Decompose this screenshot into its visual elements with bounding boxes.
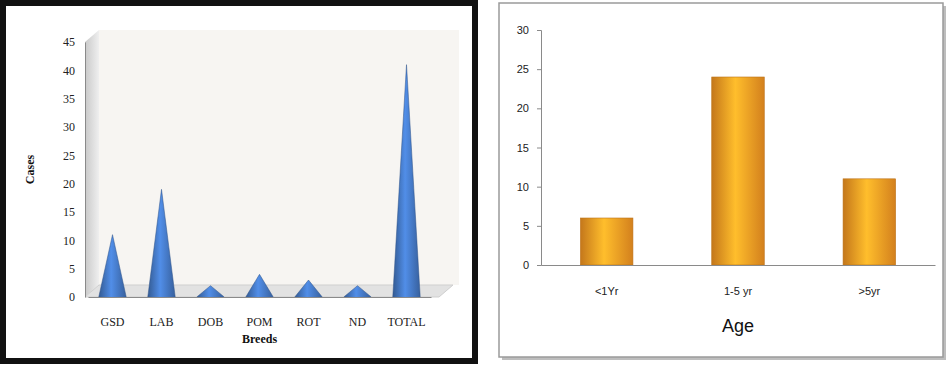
- y-tick-label: 25: [63, 149, 75, 163]
- right-panel-frame: [499, 3, 943, 357]
- y-tick-label: 0: [69, 290, 75, 304]
- cone: [393, 65, 420, 298]
- y-tick-label: 10: [63, 234, 75, 248]
- y-tick: 25: [63, 149, 85, 163]
- y-tick-label: 5: [523, 220, 529, 232]
- x-tick-label: >5yr: [858, 285, 880, 297]
- y-tick-label: 25: [517, 63, 529, 75]
- y-tick-label: 40: [63, 64, 75, 78]
- x-axis-title: Age: [722, 316, 754, 336]
- y-tick-mark: [537, 108, 541, 109]
- y-tick-mark: [537, 226, 541, 227]
- x-axis: <1Yr 1-5 yr >5yr: [542, 266, 936, 297]
- y-tick-label: 30: [63, 120, 75, 134]
- y-tick-label: 35: [63, 92, 75, 106]
- x-tick: LAB: [150, 315, 174, 329]
- x-tick-label: <1Yr: [595, 285, 619, 297]
- y-axis-line: [85, 43, 86, 298]
- y-tick-label: 15: [517, 142, 529, 154]
- y-tick: 10: [63, 234, 85, 248]
- y-tick-mark: [537, 187, 541, 188]
- y-tick-label: 20: [517, 102, 529, 114]
- x-tick-label: GSD: [100, 315, 124, 329]
- x-tick-label: DOB: [198, 315, 223, 329]
- y-axis: 0 5 10 15 20 25 30 35 40 45: [63, 35, 86, 304]
- chart-1: 0 5 10 15 20 25 30 <1Yr 1-5 yr >5yr Age: [517, 24, 936, 336]
- y-tick: 10: [517, 181, 541, 193]
- x-tick-label: POM: [246, 315, 272, 329]
- y-tick: 30: [63, 120, 85, 134]
- x-tick: >5yr: [858, 285, 880, 297]
- y-axis-title: Cases: [23, 155, 37, 185]
- y-tick: 40: [63, 64, 85, 78]
- bar: [580, 218, 633, 265]
- bar: [712, 77, 765, 265]
- y-tick-mark: [537, 69, 541, 70]
- y-tick-label: 30: [517, 24, 529, 36]
- figure: 0 5 10 15 20 25 30 35 40 45 GSD LAB DOB POM ROT ND TOTAL…: [0, 0, 952, 365]
- y-axis-line: [537, 31, 542, 266]
- chart-0: 0 5 10 15 20 25 30 35 40 45 GSD LAB DOB POM ROT ND TOTAL…: [23, 30, 459, 346]
- y-tick: 5: [523, 220, 541, 232]
- y-tick: 15: [517, 142, 541, 154]
- y-tick-label: 5: [69, 262, 75, 276]
- y-tick: 30: [517, 24, 541, 36]
- x-axis-line: [542, 265, 936, 266]
- left-panel-frame: [3, 3, 475, 361]
- cone: [148, 189, 175, 298]
- x-tick-label: ND: [349, 315, 367, 329]
- y-tick-label: 0: [523, 259, 529, 271]
- y-axis: 0 5 10 15 20 25 30: [517, 24, 542, 271]
- x-tick-label: ROT: [297, 315, 322, 329]
- cone: [344, 286, 371, 298]
- x-tick-label: 1-5 yr: [724, 285, 752, 297]
- cone: [99, 235, 126, 298]
- y-tick-mark: [537, 148, 541, 149]
- y-tick: 0: [69, 290, 85, 304]
- cone: [197, 286, 224, 298]
- y-tick-mark: [537, 265, 541, 266]
- y-tick-label: 15: [63, 205, 75, 219]
- x-tick: GSD: [100, 315, 124, 329]
- x-tick: POM: [246, 315, 272, 329]
- x-tick: TOTAL: [387, 315, 425, 329]
- bar: [843, 179, 896, 265]
- x-axis-title: Breeds: [242, 332, 277, 346]
- side-wall: [85, 30, 99, 297]
- x-tick: <1Yr: [595, 285, 619, 297]
- y-tick-mark: [537, 30, 541, 31]
- y-tick-label: 10: [517, 181, 529, 193]
- cone: [246, 274, 273, 298]
- y-tick: 0: [523, 259, 541, 271]
- y-tick: 45: [63, 35, 85, 49]
- y-tick: 35: [63, 92, 85, 106]
- x-tick: ROT: [297, 315, 322, 329]
- marks: [580, 77, 895, 265]
- x-axis: GSD LAB DOB POM ROT ND TOTAL: [89, 298, 432, 329]
- y-tick: 5: [69, 262, 85, 276]
- x-tick: 1-5 yr: [724, 285, 752, 297]
- y-tick-label: 20: [63, 177, 75, 191]
- cone: [295, 280, 322, 298]
- marks: [99, 65, 420, 298]
- x-tick-label: LAB: [150, 315, 174, 329]
- x-tick-label: TOTAL: [387, 315, 425, 329]
- y-tick: 20: [517, 102, 541, 114]
- y-tick: 20: [63, 177, 85, 191]
- x-axis-line: [89, 297, 432, 298]
- x-tick: ND: [349, 315, 367, 329]
- y-tick: 25: [517, 63, 541, 75]
- y-tick-label: 45: [63, 35, 75, 49]
- x-tick: DOB: [198, 315, 223, 329]
- y-tick: 15: [63, 205, 85, 219]
